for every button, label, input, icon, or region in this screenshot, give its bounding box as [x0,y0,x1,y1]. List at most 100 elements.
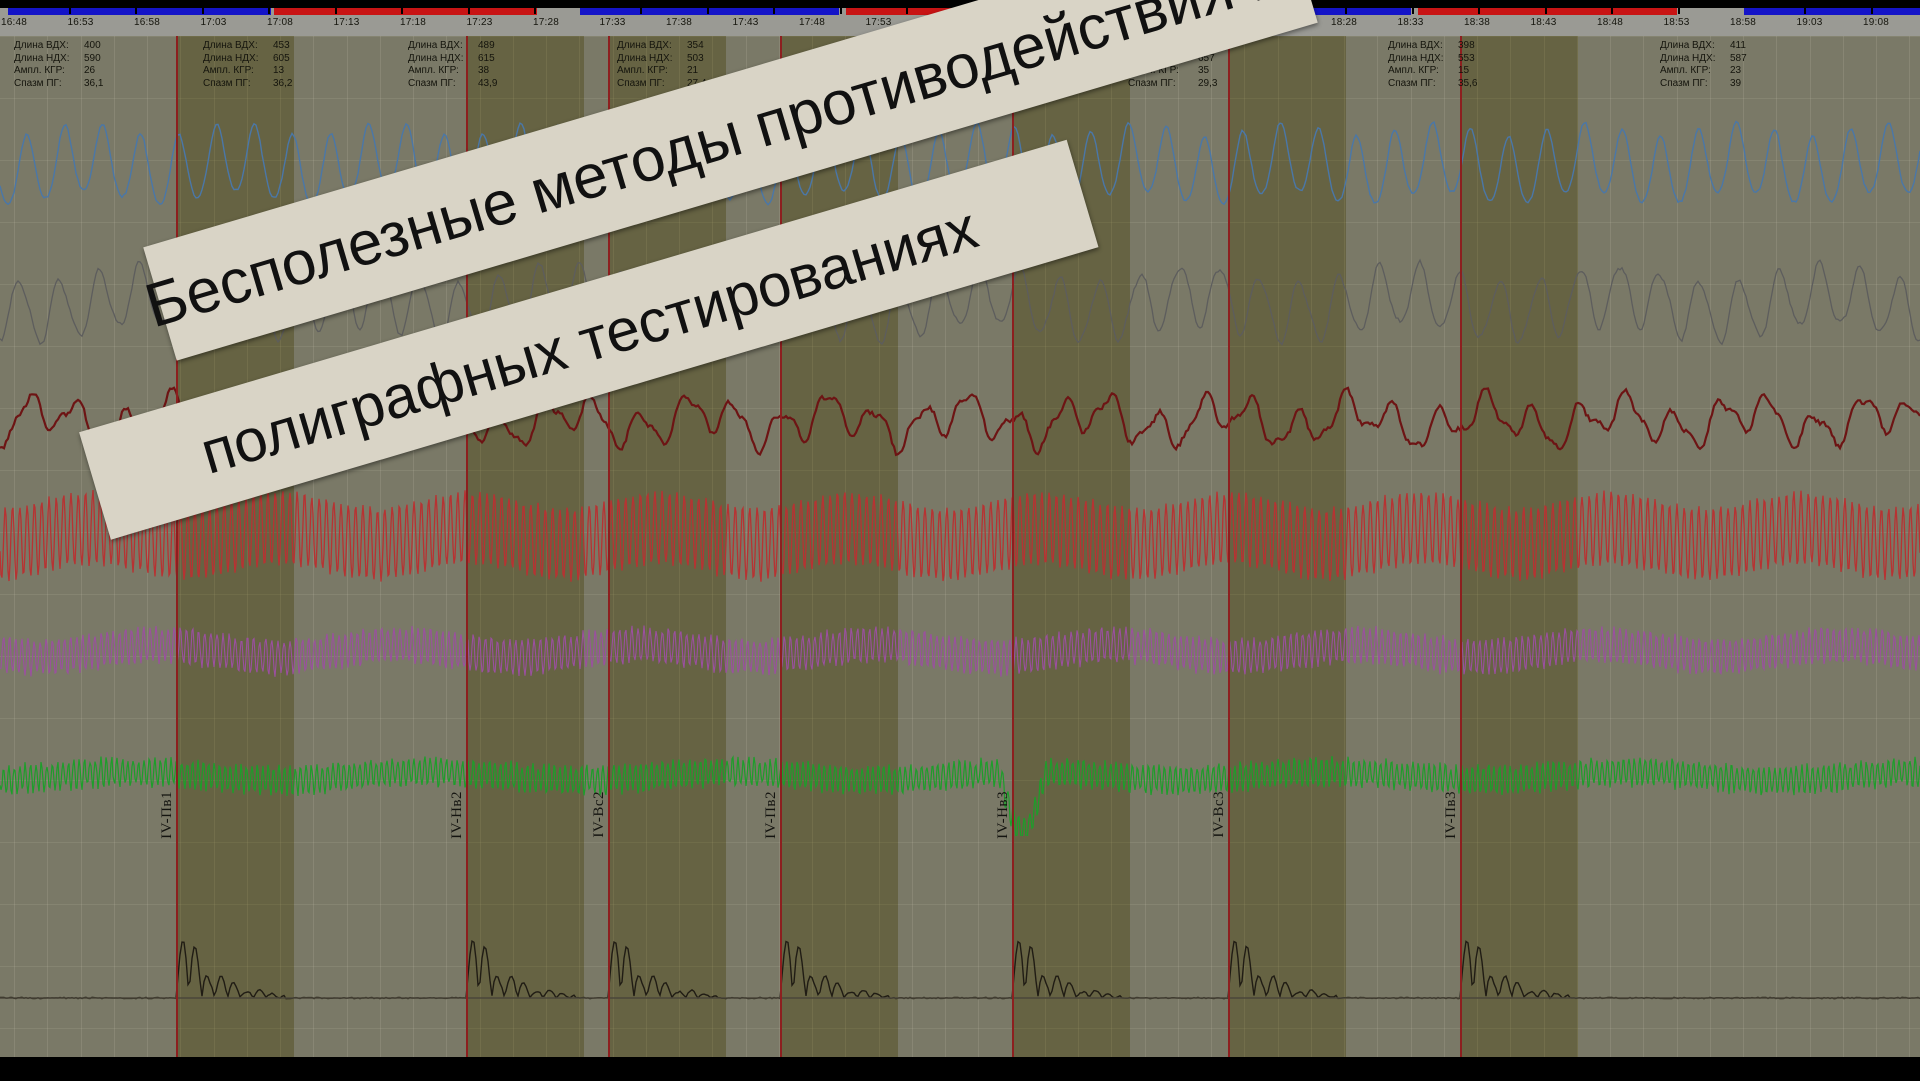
stat-label-vdh: Длина ВДХ: [862,40,917,51]
ruler-tick-2: 16:58 [134,17,161,28]
ruler-tick-19: 18:23 [1264,17,1291,28]
stat-value-vdh: 494 [1198,40,1215,51]
stat-label-vdh: Длина ВДХ: [617,40,672,51]
event-separator-6[interactable] [1460,36,1462,1057]
stat-label-ndh: Длина НДХ: [14,52,70,64]
ruler-segment-0[interactable] [8,5,271,15]
stat-value-kgr: 23 [1730,65,1742,76]
ruler-tick-13: 17:53 [865,17,892,28]
stat-label-vdh: Длина ВДХ: [1388,40,1443,51]
stat-label-ndh: Длина НДХ: [408,52,464,64]
ruler-tick-15: 18:03 [998,17,1025,28]
stat-label-kgr: Ампл. КГР: [617,65,668,76]
stat-value-ndh: 605 [273,52,290,64]
stat-block-2: Длина ВДХ: 489 Длина НДХ: 615 Ампл. КГР: 38 Сп… [408,40,497,90]
ruler-tick-26: 18:58 [1730,17,1757,28]
ruler-tick-8: 17:28 [533,17,560,28]
stat-value-kgr: 35 [1198,65,1210,76]
stat-value-spazm: 39 [1730,77,1742,89]
ruler-tick-6: 17:18 [400,17,427,28]
ruler-segment-2[interactable] [579,5,842,15]
event-separator-4[interactable] [1012,36,1014,1057]
ruler-segment-1[interactable] [274,5,537,15]
stat-value-kgr: 26 [84,65,96,76]
stat-value-ndh: 587 [1730,52,1747,64]
polygraph-chart-surface[interactable]: IV-Пв1 IV-Нв2 IV-Вс2 IV-Пв2 IV-Нв3 IV-Вс3 IV-П… [0,0,1920,1057]
ruler-segment-4[interactable] [1151,5,1414,15]
event-separator-0[interactable] [176,36,178,1057]
stat-row-kgr: Ампл. КГР: 23 [1660,65,1747,78]
stat-row-kgr: Ампл. КГР: 35 [1128,65,1217,78]
stat-label-kgr: Ампл. КГР: [408,65,459,76]
stat-block-5: Длина ВДХ: 494 Длина НДХ: 657 Ампл. КГР: 35 Сп… [1128,40,1217,90]
chart-plot-area[interactable]: IV-Пв1 IV-Нв2 IV-Вс2 IV-Пв2 IV-Нв3 IV-Вс3 IV-П… [0,36,1920,1057]
ruler-tick-11: 17:43 [732,17,759,28]
question-marker-label-5: IV-Вс3 [1211,791,1227,838]
stat-row-ndh: Длина НДХ: 537 [862,53,951,66]
ruler-tick-17: 18:13 [1131,17,1158,28]
stat-label-vdh: Длина ВДХ: [14,40,69,51]
ruler-tick-25: 18:53 [1663,17,1690,28]
stat-row-ndh: Длина НДХ: 503 [617,53,706,66]
stat-label-vdh: Длина ВДХ: [1660,40,1715,51]
ruler-tick-10: 17:38 [666,17,693,28]
signal-channel-lower-breathing [0,241,1920,366]
ruler-tick-9: 17:33 [599,17,626,28]
stat-value-kgr: 38 [478,65,490,76]
stat-value-kgr: 21 [687,65,699,76]
ruler-tick-0: 16:48 [1,17,28,28]
stat-label-kgr: Ампл. КГР: [203,65,254,76]
stat-block-0: Длина ВДХ: 400 Длина НДХ: 590 Ампл. КГР: 26 Сп… [14,40,103,90]
signal-channel-photoplethysmogram [0,596,1920,706]
stat-value-spazm: 27,4 [687,77,707,89]
stat-value-spazm: 36,2 [273,77,293,89]
ruler-tick-28: 19:08 [1863,17,1890,28]
stat-label-vdh: Длина ВДХ: [408,40,463,51]
ruler-tick-27: 19:03 [1796,17,1823,28]
stat-row-ndh: Длина НДХ: 615 [408,53,497,66]
stat-row-vdh: Длина ВДХ: 398 [1388,40,1477,53]
stat-row-spazm: Спазм ПГ: 39 [1660,78,1747,91]
event-separator-1[interactable] [466,36,468,1057]
signal-channel-event-marker [0,876,1920,1026]
ruler-tick-18: 18:18 [1198,17,1225,28]
stat-value-ndh: 537 [932,52,949,64]
stat-label-kgr: Ампл. КГР: [1660,65,1711,76]
stat-row-spazm: Спазм ПГ: 35,6 [1388,78,1477,91]
ruler-segment-6[interactable] [1743,5,1920,15]
stat-block-4: Длина ВДХ: 397 Длина НДХ: 537 Ампл. КГР: 25 Сп… [862,40,951,90]
stat-label-ndh: Длина НДХ: [1660,52,1716,64]
stat-label-ndh: Длина НДХ: [1128,52,1184,64]
stat-label-kgr: Ампл. КГР: [1128,65,1179,76]
ruler-segment-5[interactable] [1417,5,1680,15]
stat-label-ndh: Длина НДХ: [617,52,673,64]
ruler-tick-14: 17:58 [932,17,959,28]
stat-value-ndh: 553 [1458,52,1475,64]
question-marker-label-4: IV-Нв3 [995,791,1011,839]
ruler-tick-23: 18:43 [1530,17,1557,28]
ruler-tick-24: 18:48 [1597,17,1624,28]
stat-block-6: Длина ВДХ: 398 Длина НДХ: 553 Ампл. КГР: 15 Сп… [1388,40,1477,90]
stat-row-kgr: Ампл. КГР: 13 [203,65,292,78]
ruler-tick-21: 18:33 [1397,17,1424,28]
event-separator-5[interactable] [1228,36,1230,1057]
event-separator-3[interactable] [780,36,782,1057]
stat-block-1: Длина ВДХ: 453 Длина НДХ: 605 Ампл. КГР: 13 Сп… [203,40,292,90]
time-ruler[interactable]: 16:48 16:53 16:58 17:03 17:08 17:13 17:18 17:23… [0,0,1920,36]
stat-row-vdh: Длина ВДХ: 453 [203,40,292,53]
ruler-segment-3[interactable] [845,5,1108,15]
ruler-top-band [0,0,1920,8]
stat-value-vdh: 398 [1458,40,1475,51]
ruler-tick-12: 17:48 [799,17,826,28]
event-separator-2[interactable] [608,36,610,1057]
stat-value-spazm: 43,9 [478,77,498,89]
stat-label-ndh: Длина НДХ: [203,52,259,64]
question-marker-label-3: IV-Пв2 [763,791,779,839]
stat-value-spazm: 29,3 [1198,77,1218,89]
question-marker-label-1: IV-Нв2 [449,791,465,839]
stat-value-vdh: 400 [84,40,101,51]
question-marker-label-2: IV-Вс2 [591,791,607,838]
stat-label-spazm: Спазм ПГ: [203,77,251,89]
ruler-tick-20: 18:28 [1331,17,1358,28]
